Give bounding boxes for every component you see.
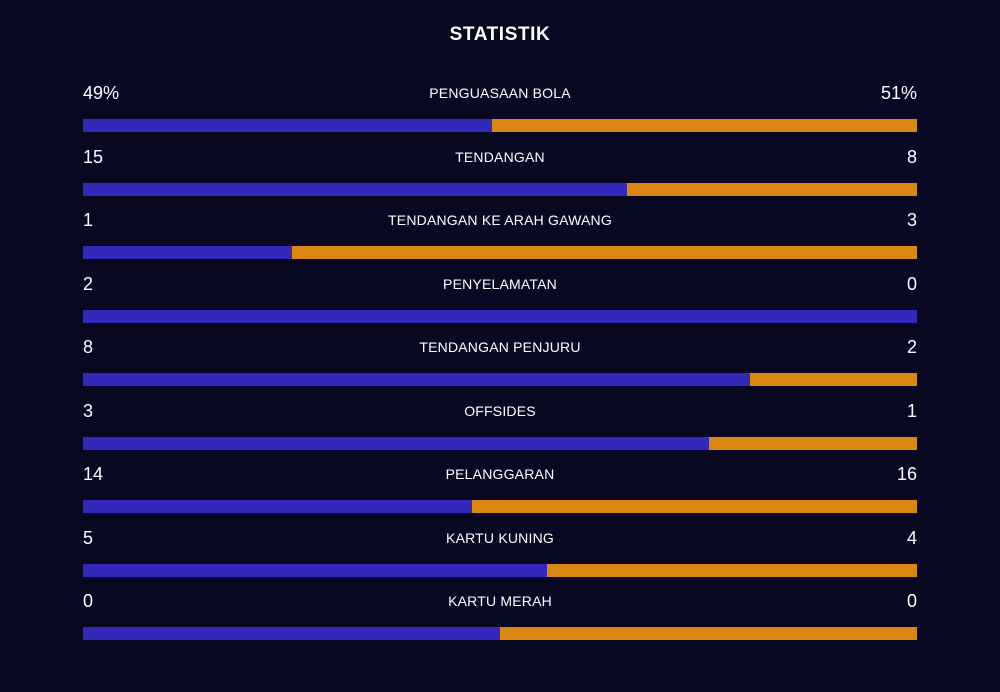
comparison-bar [83,373,917,386]
stat-row-yellow-cards: 5 KARTU KUNING 4 [83,524,917,588]
home-bar-segment [83,500,473,513]
comparison-bar [83,500,917,513]
comparison-bar [83,309,917,323]
stat-label: OFFSIDES [464,402,536,419]
comparison-bar [83,182,917,196]
home-bar-segment [83,627,500,640]
away-value: 16 [896,464,917,484]
stat-label: KARTU KUNING [446,529,554,546]
home-bar-segment [83,373,751,386]
home-value: 5 [83,527,94,548]
home-bar-segment [83,563,547,577]
home-value: 14 [83,464,104,484]
home-value: 1 [83,210,94,230]
away-bar-segment [750,373,917,386]
stat-row-corners: 8 TENDANGAN PENJURU 2 [83,333,917,397]
home-bar-segment [83,436,709,450]
away-value: 8 [906,146,917,167]
away-value: 0 [906,273,917,294]
away-bar-segment [708,436,917,450]
statistics-title: STATISTIK [449,24,551,45]
away-bar-segment [472,500,917,513]
stat-label: TENDANGAN KE ARAH GAWANG [388,212,612,228]
home-value: 49% [83,83,120,103]
comparison-bar [83,436,917,450]
away-value: 0 [906,591,917,611]
stat-label: PENGUASAAN BOLA [429,85,571,101]
stat-row-shots: 15 TENDANGAN 8 [83,143,917,207]
away-bar-segment [291,246,917,259]
away-bar-segment [546,563,917,577]
stat-row-offsides: 3 OFFSIDES 1 [83,397,917,461]
home-value: 0 [83,591,94,611]
stat-label: KARTU MERAH [448,593,552,609]
comparison-bar [83,627,917,640]
comparison-bar [83,246,917,259]
home-bar-segment [83,246,292,259]
stat-row-ball-possession: 49% PENGUASAAN BOLA 51% [83,79,917,143]
stat-label: PENYELAMATAN [443,275,557,292]
away-value: 1 [906,400,917,421]
stat-label: TENDANGAN [455,148,545,165]
away-value: 4 [906,527,917,548]
stats-list: 49% PENGUASAAN BOLA 51% 15 TENDANGAN 8 1… [83,79,917,651]
home-bar-segment [83,182,627,196]
stat-row-shots-on-target: 1 TENDANGAN KE ARAH GAWANG 3 [83,206,917,270]
away-value: 2 [906,337,917,357]
stat-row-fouls: 14 PELANGGARAN 16 [83,460,917,524]
away-value: 51% [880,83,917,103]
away-bar-segment [500,627,917,640]
home-value: 15 [83,146,104,167]
away-value: 3 [906,210,917,230]
stat-label: PELANGGARAN [445,466,555,482]
home-bar-segment [83,119,492,132]
comparison-bar [83,119,917,132]
comparison-bar [83,563,917,577]
stat-row-saves: 2 PENYELAMATAN 0 [83,270,917,334]
away-bar-segment [491,119,917,132]
stat-row-red-cards: 0 KARTU MERAH 0 [83,587,917,651]
away-bar-segment [626,182,917,196]
home-value: 8 [83,337,94,357]
home-bar-segment [83,309,917,323]
home-value: 2 [83,273,94,294]
stat-label: TENDANGAN PENJURU [419,339,581,355]
home-value: 3 [83,400,94,421]
